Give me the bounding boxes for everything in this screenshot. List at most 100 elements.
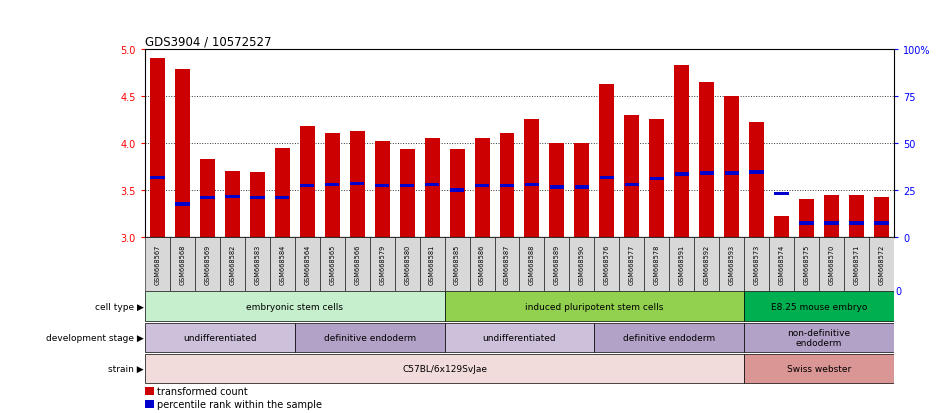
Bar bbox=[325, 183, 340, 187]
Text: GSM668579: GSM668579 bbox=[379, 244, 386, 285]
Text: induced pluripotent stem cells: induced pluripotent stem cells bbox=[525, 302, 664, 311]
FancyBboxPatch shape bbox=[419, 237, 445, 291]
Text: development stage ▶: development stage ▶ bbox=[46, 333, 143, 342]
Text: GSM668577: GSM668577 bbox=[629, 244, 635, 285]
Text: GSM668571: GSM668571 bbox=[854, 244, 859, 285]
Bar bbox=[425, 139, 440, 237]
FancyBboxPatch shape bbox=[769, 237, 794, 291]
FancyBboxPatch shape bbox=[170, 237, 195, 291]
Bar bbox=[849, 195, 864, 237]
Bar bbox=[874, 198, 889, 237]
FancyBboxPatch shape bbox=[320, 237, 344, 291]
Text: GSM668572: GSM668572 bbox=[878, 244, 885, 285]
Bar bbox=[549, 186, 564, 189]
Bar bbox=[674, 66, 689, 237]
Bar bbox=[145, 400, 154, 408]
FancyBboxPatch shape bbox=[620, 237, 644, 291]
Bar bbox=[325, 133, 340, 237]
Bar bbox=[300, 184, 314, 188]
Bar bbox=[150, 59, 165, 237]
Text: percentile rank within the sample: percentile rank within the sample bbox=[157, 399, 322, 409]
FancyBboxPatch shape bbox=[869, 237, 894, 291]
Text: GSM668582: GSM668582 bbox=[229, 244, 236, 285]
FancyBboxPatch shape bbox=[145, 323, 295, 353]
Text: GSM668593: GSM668593 bbox=[728, 244, 735, 284]
FancyBboxPatch shape bbox=[220, 237, 245, 291]
Bar bbox=[250, 196, 265, 199]
Bar bbox=[425, 183, 439, 187]
Bar bbox=[375, 184, 389, 188]
Bar bbox=[749, 123, 764, 237]
Text: non-definitive
endoderm: non-definitive endoderm bbox=[787, 328, 851, 347]
Text: GSM668564: GSM668564 bbox=[304, 244, 311, 285]
FancyBboxPatch shape bbox=[195, 237, 220, 291]
Text: undifferentiated: undifferentiated bbox=[183, 333, 256, 342]
Bar bbox=[799, 222, 813, 225]
FancyBboxPatch shape bbox=[545, 237, 569, 291]
FancyBboxPatch shape bbox=[669, 237, 695, 291]
Bar bbox=[145, 387, 154, 395]
Bar bbox=[549, 144, 564, 237]
Bar bbox=[874, 222, 888, 225]
Bar bbox=[624, 115, 639, 237]
FancyBboxPatch shape bbox=[445, 323, 594, 353]
FancyBboxPatch shape bbox=[395, 237, 419, 291]
FancyBboxPatch shape bbox=[370, 237, 395, 291]
Bar bbox=[600, 177, 614, 180]
Text: GSM668584: GSM668584 bbox=[279, 244, 285, 285]
Bar bbox=[849, 222, 864, 225]
FancyBboxPatch shape bbox=[494, 237, 519, 291]
Bar bbox=[699, 172, 714, 175]
Bar bbox=[475, 139, 490, 237]
Text: GSM668583: GSM668583 bbox=[255, 244, 260, 285]
Bar bbox=[400, 149, 415, 237]
FancyBboxPatch shape bbox=[445, 237, 470, 291]
Bar bbox=[449, 149, 464, 237]
Text: GSM668569: GSM668569 bbox=[204, 244, 211, 285]
FancyBboxPatch shape bbox=[744, 354, 894, 383]
Bar bbox=[226, 195, 240, 199]
Text: 0: 0 bbox=[896, 286, 901, 296]
FancyBboxPatch shape bbox=[344, 237, 370, 291]
Bar bbox=[250, 173, 265, 237]
Bar bbox=[624, 183, 639, 187]
Text: GSM668573: GSM668573 bbox=[753, 244, 760, 285]
Text: E8.25 mouse embryo: E8.25 mouse embryo bbox=[771, 302, 867, 311]
Bar bbox=[275, 196, 289, 199]
Text: undifferentiated: undifferentiated bbox=[483, 333, 556, 342]
Text: cell type ▶: cell type ▶ bbox=[95, 302, 143, 311]
FancyBboxPatch shape bbox=[744, 323, 894, 353]
Text: GSM668590: GSM668590 bbox=[578, 244, 585, 285]
FancyBboxPatch shape bbox=[145, 237, 170, 291]
Text: GSM668574: GSM668574 bbox=[779, 244, 784, 285]
Bar bbox=[575, 144, 590, 237]
Bar bbox=[175, 203, 190, 206]
Bar bbox=[599, 84, 614, 237]
Bar bbox=[774, 192, 789, 196]
FancyBboxPatch shape bbox=[295, 323, 445, 353]
Bar bbox=[724, 172, 739, 175]
Bar bbox=[200, 196, 214, 199]
Bar bbox=[200, 159, 215, 237]
FancyBboxPatch shape bbox=[644, 237, 669, 291]
FancyBboxPatch shape bbox=[594, 323, 744, 353]
Bar bbox=[350, 131, 365, 237]
FancyBboxPatch shape bbox=[719, 237, 744, 291]
Text: GSM668575: GSM668575 bbox=[803, 244, 810, 285]
Bar bbox=[575, 186, 589, 189]
Text: GSM668568: GSM668568 bbox=[180, 244, 185, 285]
Bar bbox=[650, 178, 664, 181]
FancyBboxPatch shape bbox=[744, 237, 769, 291]
Bar bbox=[750, 171, 764, 174]
Bar bbox=[475, 184, 490, 188]
Text: definitive endoderm: definitive endoderm bbox=[623, 333, 715, 342]
Text: embryonic stem cells: embryonic stem cells bbox=[246, 302, 344, 311]
Bar bbox=[300, 127, 314, 237]
Bar bbox=[500, 134, 515, 237]
FancyBboxPatch shape bbox=[594, 237, 620, 291]
Bar bbox=[675, 173, 689, 176]
Text: GSM668585: GSM668585 bbox=[454, 244, 461, 285]
Bar bbox=[774, 217, 789, 237]
Bar bbox=[724, 97, 739, 237]
Text: GSM668580: GSM668580 bbox=[404, 244, 410, 285]
